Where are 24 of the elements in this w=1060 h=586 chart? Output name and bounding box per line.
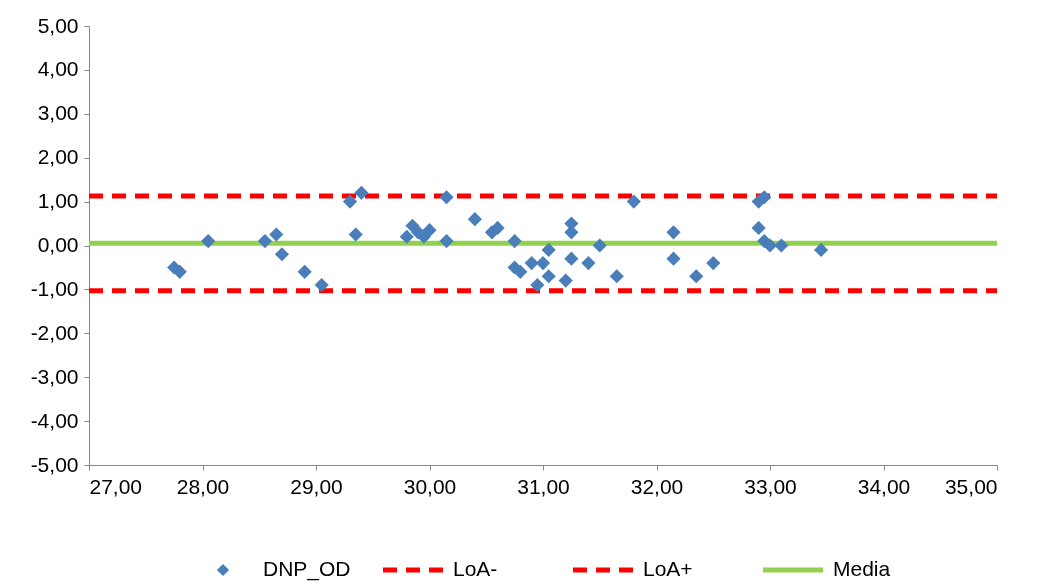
y-tick-label: 3,00 — [37, 101, 79, 125]
x-tick-label: 30,00 — [403, 474, 457, 498]
x-tick-label: 29,00 — [290, 474, 343, 498]
x-tick-label: 35,00 — [944, 474, 998, 498]
y-tick-label: 2,00 — [37, 145, 79, 169]
y-tick-label: 1,00 — [37, 189, 79, 213]
legend-label: DNP_OD — [263, 557, 351, 581]
x-tick-label: 27,00 — [89, 474, 143, 498]
legend-label: LoA+ — [643, 557, 693, 580]
y-tick-label: -3,00 — [30, 364, 79, 388]
x-tick-label: 31,00 — [517, 474, 570, 498]
y-tick-label: -4,00 — [30, 408, 79, 432]
y-tick-label: 5,00 — [37, 13, 79, 37]
y-tick-label: 0,00 — [37, 233, 79, 256]
x-tick-label: 32,00 — [630, 474, 684, 498]
legend-label: Media — [833, 557, 891, 580]
legend-label: LoA- — [453, 557, 498, 580]
y-tick-label: -1,00 — [30, 276, 79, 300]
x-tick-label: 33,00 — [744, 474, 797, 498]
y-tick-label: -2,00 — [30, 320, 79, 344]
x-tick-label: 28,00 — [176, 474, 230, 498]
y-tick-label: 4,00 — [37, 57, 79, 81]
x-tick-label: 34,00 — [857, 474, 911, 498]
y-tick-label: -5,00 — [30, 452, 79, 476]
